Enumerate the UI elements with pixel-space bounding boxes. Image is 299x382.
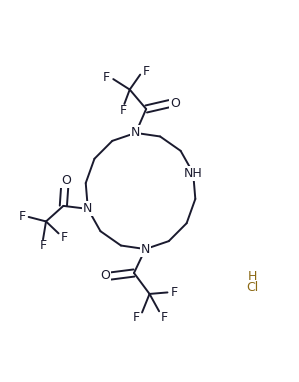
Text: O: O	[100, 269, 110, 283]
Text: F: F	[143, 65, 150, 78]
Text: F: F	[119, 104, 126, 117]
Text: NH: NH	[184, 167, 202, 180]
Text: O: O	[170, 97, 180, 110]
Text: Cl: Cl	[247, 281, 259, 294]
Text: F: F	[103, 71, 110, 84]
Text: O: O	[61, 174, 71, 187]
Text: F: F	[40, 240, 47, 253]
Text: F: F	[60, 231, 68, 244]
Text: F: F	[161, 311, 168, 324]
Text: N: N	[131, 126, 141, 139]
Text: H: H	[248, 270, 257, 283]
Text: F: F	[132, 311, 140, 324]
Text: F: F	[19, 210, 26, 223]
Text: N: N	[141, 243, 150, 256]
Text: N: N	[83, 202, 93, 215]
Text: F: F	[170, 286, 178, 299]
